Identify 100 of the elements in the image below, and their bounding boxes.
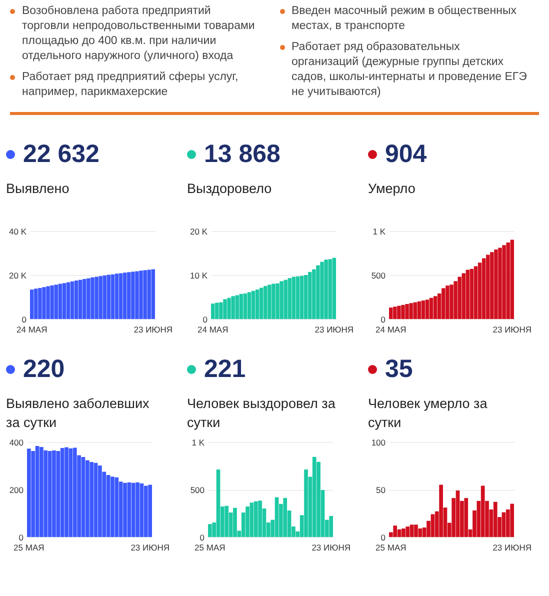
bar bbox=[284, 280, 288, 319]
y-tick-label: 0 bbox=[380, 314, 386, 324]
x-tick-label: 23 ИЮНЯ bbox=[492, 324, 532, 334]
bar bbox=[50, 285, 54, 319]
bar bbox=[502, 512, 506, 537]
bar bbox=[118, 273, 123, 319]
bar bbox=[280, 281, 284, 319]
text: Введен масочный режим в общественных местах, в транспорте bbox=[292, 4, 518, 34]
bar bbox=[114, 477, 119, 537]
bar bbox=[324, 260, 328, 319]
bar bbox=[94, 276, 98, 319]
bar bbox=[68, 448, 73, 537]
bar bbox=[462, 273, 466, 319]
x-tick-label: 25 МАЯ bbox=[194, 542, 226, 552]
y-tick-label: 40 K bbox=[9, 226, 27, 236]
bar bbox=[64, 447, 68, 537]
bar bbox=[34, 288, 38, 319]
bar bbox=[140, 483, 144, 537]
bar bbox=[102, 275, 106, 319]
bar bbox=[243, 293, 248, 319]
bar bbox=[147, 270, 151, 319]
x-tick-label: 25 МАЯ bbox=[376, 542, 406, 552]
bar bbox=[446, 286, 450, 319]
y-tick-label: 0 bbox=[22, 314, 27, 324]
bar bbox=[85, 460, 90, 537]
bar bbox=[231, 296, 235, 319]
bar bbox=[110, 274, 115, 319]
bar bbox=[60, 448, 64, 537]
bar bbox=[409, 303, 413, 319]
y-tick-label: 0 bbox=[18, 532, 24, 542]
bar bbox=[223, 299, 227, 319]
bar bbox=[78, 280, 82, 319]
bar bbox=[247, 292, 252, 319]
bar bbox=[430, 514, 435, 537]
bar bbox=[264, 286, 268, 319]
bar bbox=[30, 290, 34, 319]
bar bbox=[292, 276, 296, 319]
bar bbox=[27, 448, 31, 537]
bar bbox=[72, 448, 77, 537]
bar bbox=[454, 281, 458, 319]
bar bbox=[502, 245, 506, 319]
bar bbox=[233, 508, 237, 537]
bar bbox=[397, 529, 402, 537]
y-tick-label: 20 K bbox=[190, 226, 208, 236]
bar bbox=[131, 272, 135, 319]
bar bbox=[127, 272, 131, 319]
bar bbox=[272, 284, 276, 319]
bar bbox=[143, 270, 147, 319]
bar bbox=[328, 259, 332, 319]
y-tick-label: 400 bbox=[9, 438, 24, 448]
x-tick-label: 23 ИЮНЯ bbox=[130, 542, 170, 552]
bar bbox=[148, 484, 152, 537]
bar bbox=[48, 451, 52, 537]
y-tick-label: 1 K bbox=[192, 438, 205, 448]
chart-subtitle: Выявлено заболевших за сутки bbox=[6, 395, 150, 432]
bar bbox=[464, 498, 468, 537]
bar bbox=[215, 302, 219, 319]
x-tick-label: 25 МАЯ bbox=[14, 542, 44, 552]
x-tick-label: 23 ИЮНЯ bbox=[314, 324, 354, 334]
bar bbox=[255, 290, 260, 319]
bar bbox=[58, 284, 62, 319]
bar bbox=[268, 284, 272, 319]
bar bbox=[98, 466, 102, 537]
bar bbox=[490, 252, 494, 319]
bar bbox=[393, 306, 397, 319]
bar bbox=[56, 451, 60, 537]
bar bbox=[498, 248, 502, 319]
bar bbox=[450, 284, 454, 319]
bar bbox=[418, 528, 422, 537]
bar bbox=[458, 276, 462, 319]
y-tick-label: 500 bbox=[190, 485, 205, 495]
bar bbox=[402, 528, 406, 537]
bar bbox=[401, 304, 405, 319]
bar bbox=[66, 282, 70, 319]
bar bbox=[417, 301, 422, 319]
bar bbox=[425, 300, 430, 319]
bar bbox=[131, 482, 136, 537]
bar bbox=[478, 262, 482, 319]
bar bbox=[410, 524, 414, 537]
bar bbox=[90, 277, 94, 319]
bar bbox=[139, 270, 143, 319]
y-tick-label: 0 bbox=[380, 532, 386, 542]
bar bbox=[227, 298, 231, 319]
bar bbox=[510, 504, 514, 537]
bar bbox=[251, 290, 256, 319]
bar bbox=[127, 482, 132, 537]
bar bbox=[288, 278, 292, 319]
chart-subtitle: Выявлено bbox=[6, 180, 70, 198]
bar bbox=[480, 486, 485, 537]
bar bbox=[258, 500, 262, 537]
bar bbox=[393, 526, 398, 537]
chart-subtitle: Выздоровело bbox=[187, 180, 273, 198]
bar bbox=[106, 274, 111, 319]
text: Работает ряд предприятий сферы услуг, например, парикмахерские bbox=[22, 70, 240, 100]
chart-title: 13 868 bbox=[204, 140, 280, 168]
bar bbox=[82, 278, 86, 319]
chart-subtitle: Умерло bbox=[368, 180, 416, 198]
bar bbox=[439, 484, 443, 537]
chart-title: 22 632 bbox=[23, 140, 100, 168]
chart-subtitle: Человек выздоровел за сутки bbox=[187, 395, 336, 432]
